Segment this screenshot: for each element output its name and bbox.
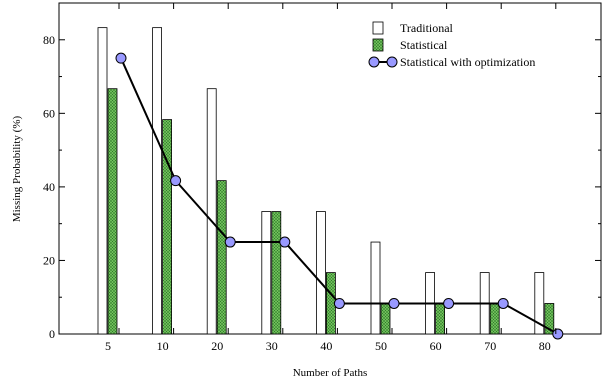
point-optimization-60	[443, 297, 455, 309]
point-optimization-20	[224, 236, 236, 248]
bar-statistical-10	[162, 119, 173, 335]
x-tick-label-40: 40	[320, 339, 332, 353]
bar-traditional-30	[261, 211, 272, 335]
bar-statistical-80	[544, 303, 555, 335]
legend-swatch-traditional	[372, 21, 384, 35]
x-tick-label-30: 30	[266, 339, 278, 353]
bar-traditional-20	[206, 88, 217, 335]
y-tick-label-0: 0	[49, 327, 55, 341]
point-optimization-5	[115, 52, 127, 64]
bars-layer	[97, 27, 555, 335]
legend-swatch-optimization-marker	[368, 56, 380, 68]
legend-label-traditional: Traditional	[400, 21, 454, 35]
ticks-layer: 0 20 40 60 80 5 10 20 30 40 50 60 70 80	[43, 3, 601, 353]
x-axis-title: Number of Paths	[293, 367, 368, 379]
point-optimization-40	[333, 297, 345, 309]
bar-statistical-70	[489, 303, 500, 335]
legend-swatch-optimization-marker-2	[386, 56, 398, 68]
x-tick-label-80: 80	[539, 339, 551, 353]
line-layer	[115, 52, 564, 340]
y-tick-label-60: 60	[43, 106, 55, 120]
point-optimization-80	[552, 328, 564, 340]
x-tick-label-50: 50	[375, 339, 387, 353]
legend: Traditional Statistical Statistical with o…	[368, 21, 535, 69]
bar-statistical-20	[216, 180, 227, 335]
bar-traditional-50	[370, 241, 381, 335]
bar-traditional-5	[97, 27, 108, 335]
legend-swatch-statistical	[372, 38, 384, 52]
bar-traditional-10	[152, 27, 163, 335]
bar-statistical-5	[107, 88, 118, 335]
bar-traditional-80	[534, 272, 545, 335]
point-optimization-50	[388, 297, 400, 309]
x-tick-label-20: 20	[211, 339, 223, 353]
bar-statistical-30	[271, 211, 282, 335]
y-axis-title: Missing Probability (%)	[11, 116, 23, 223]
bar-traditional-40	[315, 211, 326, 335]
point-optimization-10	[170, 175, 182, 187]
bar-statistical-50	[380, 303, 391, 335]
y-tick-label-80: 80	[43, 33, 55, 47]
point-optimization-70	[497, 297, 509, 309]
x-tick-label-60: 60	[430, 339, 442, 353]
line-statistical-optimization	[120, 57, 559, 335]
point-optimization-30	[279, 236, 291, 248]
y-tick-label-20: 20	[43, 253, 55, 267]
x-tick-label-5: 5	[105, 339, 111, 353]
legend-label-optimization: Statistical with optimization	[400, 55, 535, 69]
x-tick-label-10: 10	[157, 339, 169, 353]
x-tick-label-70: 70	[484, 339, 496, 353]
y-tick-label-40: 40	[43, 180, 55, 194]
bar-statistical-60	[435, 303, 446, 335]
legend-label-statistical: Statistical	[400, 38, 448, 52]
